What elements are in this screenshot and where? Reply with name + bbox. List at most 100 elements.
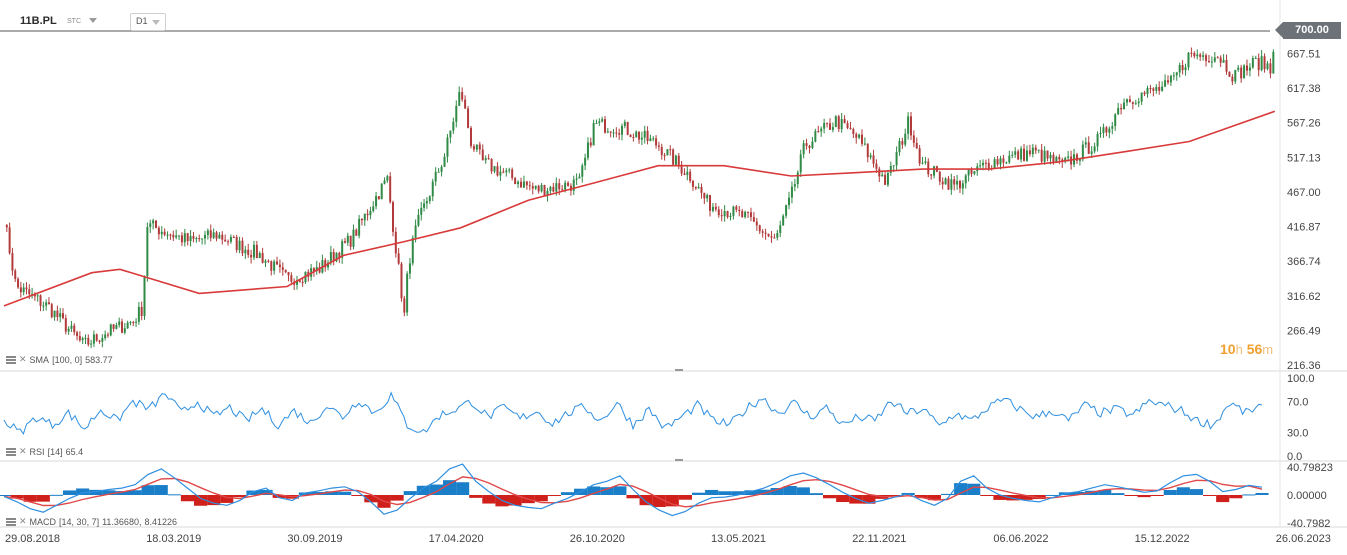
candle-body (649, 138, 652, 141)
candle-body (546, 190, 549, 196)
candle-body (866, 143, 869, 158)
candle-body (999, 158, 1002, 165)
sma-params: [100, 0] (52, 354, 83, 365)
candle-body (726, 211, 729, 218)
candle-body (578, 176, 581, 179)
candle-body (979, 165, 982, 167)
sma-label: SMA (29, 354, 50, 365)
candle-body (369, 210, 372, 216)
candle-body (961, 183, 964, 189)
candle-body (1123, 102, 1126, 110)
y-tick-label: 567.26 (1287, 118, 1321, 130)
list-icon[interactable] (6, 447, 16, 456)
macd-histogram-bar (429, 484, 443, 496)
candle-body (660, 146, 663, 156)
candle-body (397, 253, 400, 264)
candle-body (1046, 150, 1049, 159)
candle-body (898, 141, 901, 153)
macd-histogram-bar (1111, 493, 1125, 495)
candle-body (669, 149, 672, 151)
candle-body (950, 179, 953, 190)
macd-histogram-bar (849, 495, 863, 504)
candle-body (814, 131, 817, 142)
candle-body (834, 116, 837, 128)
x-tick-label: 26.06.2023 (1276, 533, 1331, 545)
rsi-y-tick-label: 70.0 (1287, 396, 1308, 408)
rsi-y-tick-label: 30.0 (1287, 428, 1308, 440)
candle-body (1143, 92, 1146, 95)
candle-body (59, 313, 62, 318)
candle-body (1037, 149, 1040, 151)
candle-body (39, 295, 42, 306)
candle-body (1251, 58, 1254, 68)
macd-histogram-bar (180, 495, 195, 502)
candle-body (175, 235, 178, 238)
y-tick-label: 667.51 (1287, 48, 1321, 60)
close-icon[interactable]: ✕ (19, 516, 27, 526)
candle-body (1190, 52, 1193, 54)
macd-histogram-bar (954, 483, 968, 496)
symbol-label[interactable]: 11B.PL (20, 15, 57, 27)
candle-body (837, 116, 840, 130)
y-tick-label: 416.87 (1287, 222, 1321, 234)
candle-body (820, 128, 823, 132)
macd-histogram-bar (0, 495, 11, 496)
candle-body (677, 155, 680, 165)
candle-body (558, 183, 561, 190)
macd-histogram-bar (141, 485, 155, 495)
candle-body (525, 181, 528, 186)
candle-body (155, 220, 158, 228)
macd-histogram-bar (1203, 495, 1217, 496)
list-icon[interactable] (6, 517, 16, 526)
x-tick-label: 22.11.2021 (852, 533, 906, 545)
candle-body (112, 324, 115, 329)
candle-body (455, 105, 458, 122)
candle-body (221, 234, 224, 240)
candle-body (1245, 65, 1248, 71)
candle-body (987, 162, 990, 169)
macd-histogram-bar (207, 495, 221, 506)
candle-body (933, 166, 936, 176)
macd-legend[interactable]: ✕ MACD [14, 30, 7] 11.36680, 8.41226 (6, 516, 177, 527)
candle-body (98, 340, 101, 342)
close-icon[interactable]: ✕ (19, 354, 27, 364)
candle-body (178, 235, 181, 237)
candle-body (215, 232, 218, 239)
candle-body (592, 123, 595, 146)
candle-body (355, 229, 358, 236)
candle-body (1213, 57, 1216, 62)
candle-body (543, 185, 546, 196)
candle-body (157, 227, 160, 235)
candle-body (366, 213, 369, 216)
candle-body (1075, 154, 1078, 161)
candle-body (135, 321, 138, 323)
list-icon[interactable] (6, 355, 16, 364)
candle-body (169, 234, 172, 236)
candle-body (1017, 151, 1020, 160)
close-icon[interactable]: ✕ (19, 446, 27, 456)
candle-body (298, 280, 301, 282)
candle-body (711, 206, 714, 211)
x-tick-label: 30.09.2019 (287, 533, 342, 545)
candle-body (621, 126, 624, 135)
macd-histogram-bar (246, 490, 260, 495)
timeframe-select[interactable]: D1 (130, 13, 166, 31)
candle-body (531, 186, 534, 189)
macd-histogram-bar (364, 495, 378, 503)
candle-body (912, 135, 915, 143)
macd-value-1: 11.36680, (102, 516, 142, 527)
candle-body (469, 127, 472, 147)
sma-legend[interactable]: ✕ SMA [100, 0] 583.77 (6, 354, 113, 365)
candle-body (878, 168, 881, 177)
candle-body (964, 175, 967, 184)
candle-body (329, 252, 332, 263)
candle-body (186, 233, 189, 242)
candle-body (927, 161, 930, 175)
macd-histogram-bar (1229, 495, 1243, 499)
symbol-dropdown-chevron-icon[interactable] (89, 18, 97, 23)
rsi-label: RSI (29, 446, 45, 457)
candle-body (884, 174, 887, 185)
rsi-legend[interactable]: ✕ RSI [14] 65.4 (6, 446, 83, 457)
candle-body (1005, 162, 1008, 164)
